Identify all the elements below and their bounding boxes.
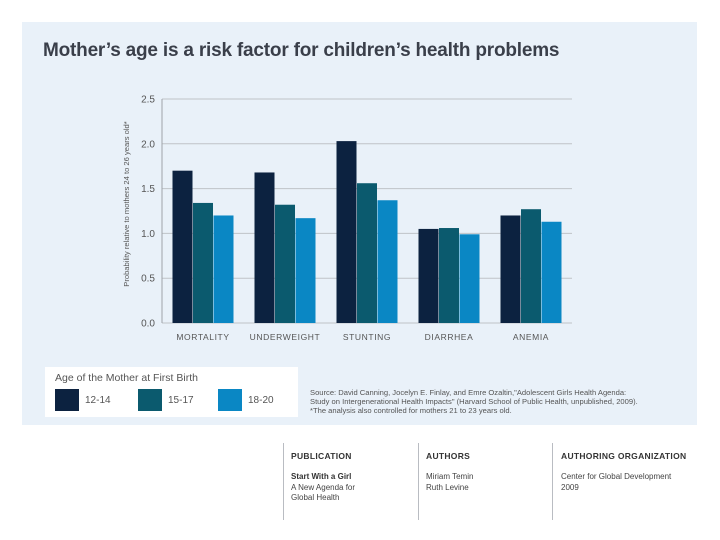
authors-column: AUTHORS Miriam Temin Ruth Levine [426, 443, 473, 493]
legend: Age of the Mother at First Birth 12-14 1… [45, 367, 298, 417]
publication-subtitle: A New Agenda for [291, 482, 356, 492]
bar-diarrhea-15-17 [439, 228, 459, 323]
y-tick-label: 0.5 [141, 274, 155, 285]
y-tick-label: 2.0 [141, 139, 155, 150]
source-line: Study on Intergenerational Health Impact… [310, 397, 638, 407]
publication-subtitle: Global Health [291, 493, 340, 502]
legend-label: 12-14 [85, 395, 111, 406]
bar-anemia-18-20 [541, 221, 562, 323]
author-name: Ruth Levine [426, 482, 469, 492]
bar-underweight-15-17 [275, 204, 295, 323]
x-category-label: UNDERWEIGHT [250, 332, 321, 342]
author-name: Miriam Temin [426, 472, 474, 481]
publication-heading: PUBLICATION [291, 451, 352, 461]
bar-diarrhea-12-14 [418, 228, 439, 323]
bar-mortality-15-17 [193, 202, 213, 323]
x-category-labels: MORTALITY UNDERWEIGHT STUNTING DIARRHEA ANEM… [176, 332, 549, 342]
publication-column: PUBLICATION Start With a Girl A New Agen… [291, 443, 355, 504]
x-category-label: ANEMIA [513, 332, 549, 342]
source-line: Source: David Canning, Jocelyn E. Finlay… [310, 388, 627, 397]
bar-mortality-18-20 [213, 215, 234, 323]
legend-title: Age of the Mother at First Birth [55, 372, 198, 384]
organization-heading: AUTHORING ORGANIZATION [561, 451, 687, 461]
bar-stunting-18-20 [377, 200, 398, 323]
bar-diarrhea-18-20 [459, 234, 480, 323]
bar-anemia-12-14 [500, 215, 521, 323]
legend-swatch [218, 389, 242, 411]
divider [283, 443, 284, 520]
y-tick-label: 0.0 [141, 319, 155, 330]
y-tick-labels: 0.0 0.5 1.0 1.5 2.0 2.5 [141, 95, 155, 330]
y-axis-title: Probability relative to mothers 24 to 26… [122, 121, 131, 287]
legend-swatch [138, 389, 162, 411]
bar-underweight-12-14 [254, 172, 275, 323]
bar-mortality-12-14 [172, 170, 193, 323]
publication-title: Start With a Girl [291, 472, 352, 481]
authors-heading: AUTHORS [426, 451, 471, 461]
x-category-label: MORTALITY [176, 332, 229, 342]
organization-name: Center for Global Development [561, 472, 672, 481]
source-line: *The analysis also controlled for mother… [310, 406, 512, 416]
x-category-label: DIARRHEA [425, 332, 474, 342]
y-tick-label: 2.5 [141, 95, 155, 106]
divider [552, 443, 553, 520]
x-category-label: STUNTING [343, 332, 391, 342]
legend-swatch [55, 389, 79, 411]
organization-column: AUTHORING ORGANIZATION Center for Global… [561, 443, 686, 493]
bar-stunting-12-14 [336, 141, 357, 323]
y-tick-label: 1.5 [141, 184, 155, 195]
organization-year: 2009 [561, 482, 579, 492]
bar-stunting-15-17 [357, 183, 377, 323]
bar-anemia-15-17 [521, 209, 541, 323]
y-tick-label: 1.0 [141, 229, 155, 240]
bar-underweight-18-20 [295, 218, 316, 323]
legend-label: 18-20 [248, 395, 274, 406]
source-note: Source: David Canning, Jocelyn E. Finlay… [310, 388, 690, 416]
bars [172, 141, 562, 323]
legend-label: 15-17 [168, 395, 194, 406]
chart-title: Mother’s age is a risk factor for childr… [43, 40, 560, 61]
divider [418, 443, 419, 520]
